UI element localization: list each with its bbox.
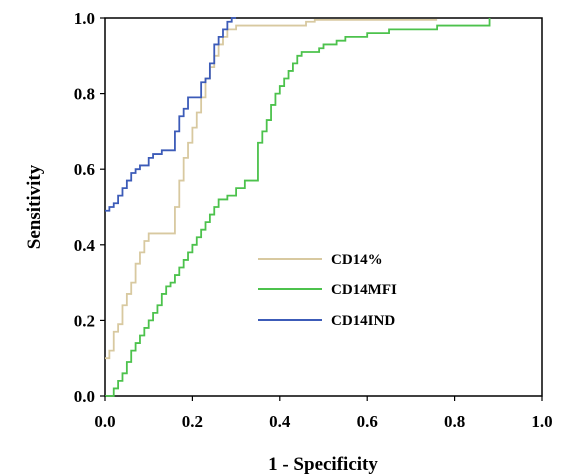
series-line-cd14mfi bbox=[105, 18, 491, 397]
y-tick-label: 0.8 bbox=[74, 85, 95, 104]
axis-layer: 0.0 0.2 0.4 0.6 0.8 1.0 0.0 0.2 0.4 0.6 0.8 1.0 bbox=[74, 9, 553, 431]
series-layer bbox=[105, 17, 491, 397]
series-line-cd14ind bbox=[105, 17, 237, 212]
x-axis-title: 1 - Specificity bbox=[268, 454, 378, 475]
y-tick-label: 0.0 bbox=[74, 387, 95, 406]
legend-label-cd14mfi: CD14MFI bbox=[331, 282, 397, 298]
legend: CD14% CD14MFI CD14IND bbox=[258, 252, 397, 329]
y-tick-label: 1.0 bbox=[74, 9, 95, 28]
x-tick-label: 0.4 bbox=[269, 412, 291, 431]
y-tick-label: 0.4 bbox=[74, 236, 96, 255]
x-tick-label: 1.0 bbox=[531, 412, 552, 431]
legend-label-cd14ind: CD14IND bbox=[331, 313, 395, 329]
x-tick-label: 0.2 bbox=[182, 412, 203, 431]
x-tick-label: 0.0 bbox=[94, 412, 115, 431]
legend-label-cd14-pct: CD14% bbox=[331, 252, 383, 268]
plot-frame bbox=[104, 17, 543, 397]
series-line-cd14-pct bbox=[105, 18, 438, 360]
y-axis-title: Sensitivity bbox=[24, 164, 45, 249]
x-tick-label: 0.8 bbox=[444, 412, 465, 431]
x-tick-label: 0.6 bbox=[357, 412, 378, 431]
y-tick-label: 0.2 bbox=[74, 311, 95, 330]
y-tick-label: 0.6 bbox=[74, 160, 95, 179]
